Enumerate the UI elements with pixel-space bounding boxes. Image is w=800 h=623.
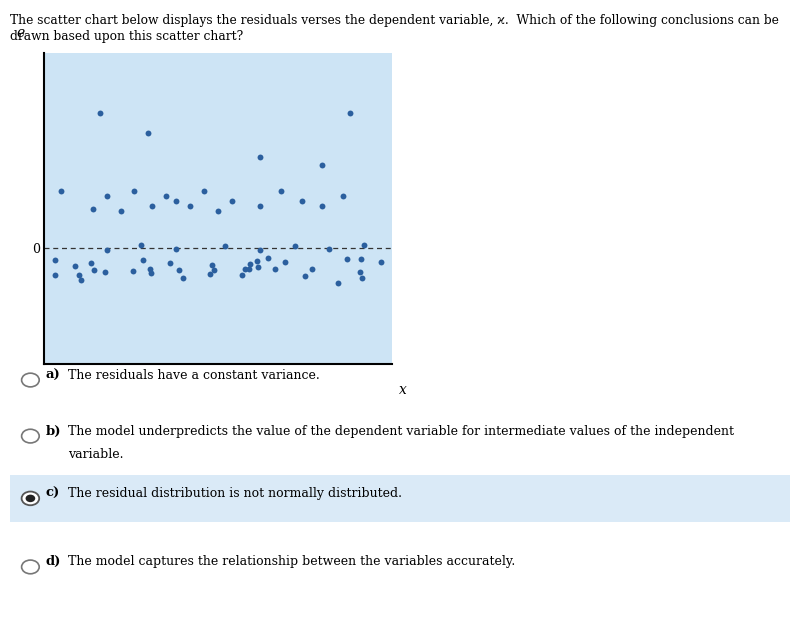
Point (100, 191, 113, 201)
Point (128, 186, 141, 196)
Point (184, 201, 197, 211)
Point (306, 264, 318, 273)
Point (316, 159, 329, 169)
Point (206, 260, 218, 270)
Point (145, 269, 158, 278)
Text: b): b) (46, 425, 61, 437)
Point (254, 201, 266, 211)
Point (73, 270, 86, 280)
Point (341, 254, 354, 264)
Text: drawn based upon this scatter chart?: drawn based upon this scatter chart? (10, 30, 244, 43)
Point (85, 258, 98, 268)
Point (143, 264, 156, 274)
Text: c): c) (46, 487, 60, 500)
Point (49, 270, 62, 280)
Point (226, 196, 238, 206)
Text: d): d) (46, 556, 61, 568)
Point (375, 257, 388, 267)
Point (274, 186, 287, 196)
Point (114, 206, 127, 216)
Point (177, 273, 190, 283)
Point (337, 191, 350, 201)
Point (358, 240, 370, 250)
Point (170, 244, 182, 254)
Point (198, 186, 210, 196)
Point (288, 241, 301, 251)
Point (355, 273, 368, 283)
Point (218, 241, 231, 251)
Point (323, 244, 336, 254)
Text: The scatter chart below displays the residuals verses the dependent variable, ϰ.: The scatter chart below displays the res… (10, 14, 779, 27)
Point (86, 204, 99, 214)
Point (239, 264, 252, 274)
Point (99, 267, 112, 277)
Text: The model underpredicts the value of the dependent variable for intermediate val: The model underpredicts the value of the… (68, 425, 734, 437)
Point (251, 257, 264, 267)
Text: The residuals have a constant variance.: The residuals have a constant variance. (68, 369, 320, 381)
Point (269, 264, 282, 274)
Point (344, 108, 357, 118)
Point (316, 201, 329, 211)
Point (298, 271, 311, 281)
Point (159, 191, 172, 201)
Text: x: x (399, 383, 407, 397)
Point (295, 196, 308, 206)
Point (172, 265, 185, 275)
Text: The residual distribution is not normally distributed.: The residual distribution is not normall… (68, 487, 402, 500)
Point (354, 254, 367, 264)
Point (251, 262, 264, 272)
Point (126, 265, 139, 275)
Point (142, 128, 154, 138)
Point (236, 270, 249, 280)
Point (136, 255, 149, 265)
Point (94, 108, 106, 118)
Point (74, 275, 87, 285)
Point (204, 269, 217, 278)
Point (244, 259, 257, 269)
Text: variable.: variable. (68, 449, 123, 461)
Point (207, 265, 220, 275)
Text: The model captures the relationship between the variables accurately.: The model captures the relationship betw… (68, 556, 515, 568)
Point (332, 278, 345, 288)
Point (354, 267, 366, 277)
Point (49, 255, 62, 265)
Point (135, 240, 148, 250)
Point (69, 260, 82, 270)
Point (100, 245, 113, 255)
Point (262, 253, 274, 263)
Point (164, 257, 177, 267)
Point (278, 257, 291, 267)
Point (146, 201, 158, 211)
Point (254, 245, 266, 255)
Point (55, 186, 68, 196)
Point (88, 265, 101, 275)
Point (242, 264, 255, 274)
Point (170, 196, 182, 206)
Point (211, 206, 224, 216)
Text: e: e (16, 27, 25, 40)
Point (254, 152, 266, 162)
Text: a): a) (46, 369, 60, 381)
